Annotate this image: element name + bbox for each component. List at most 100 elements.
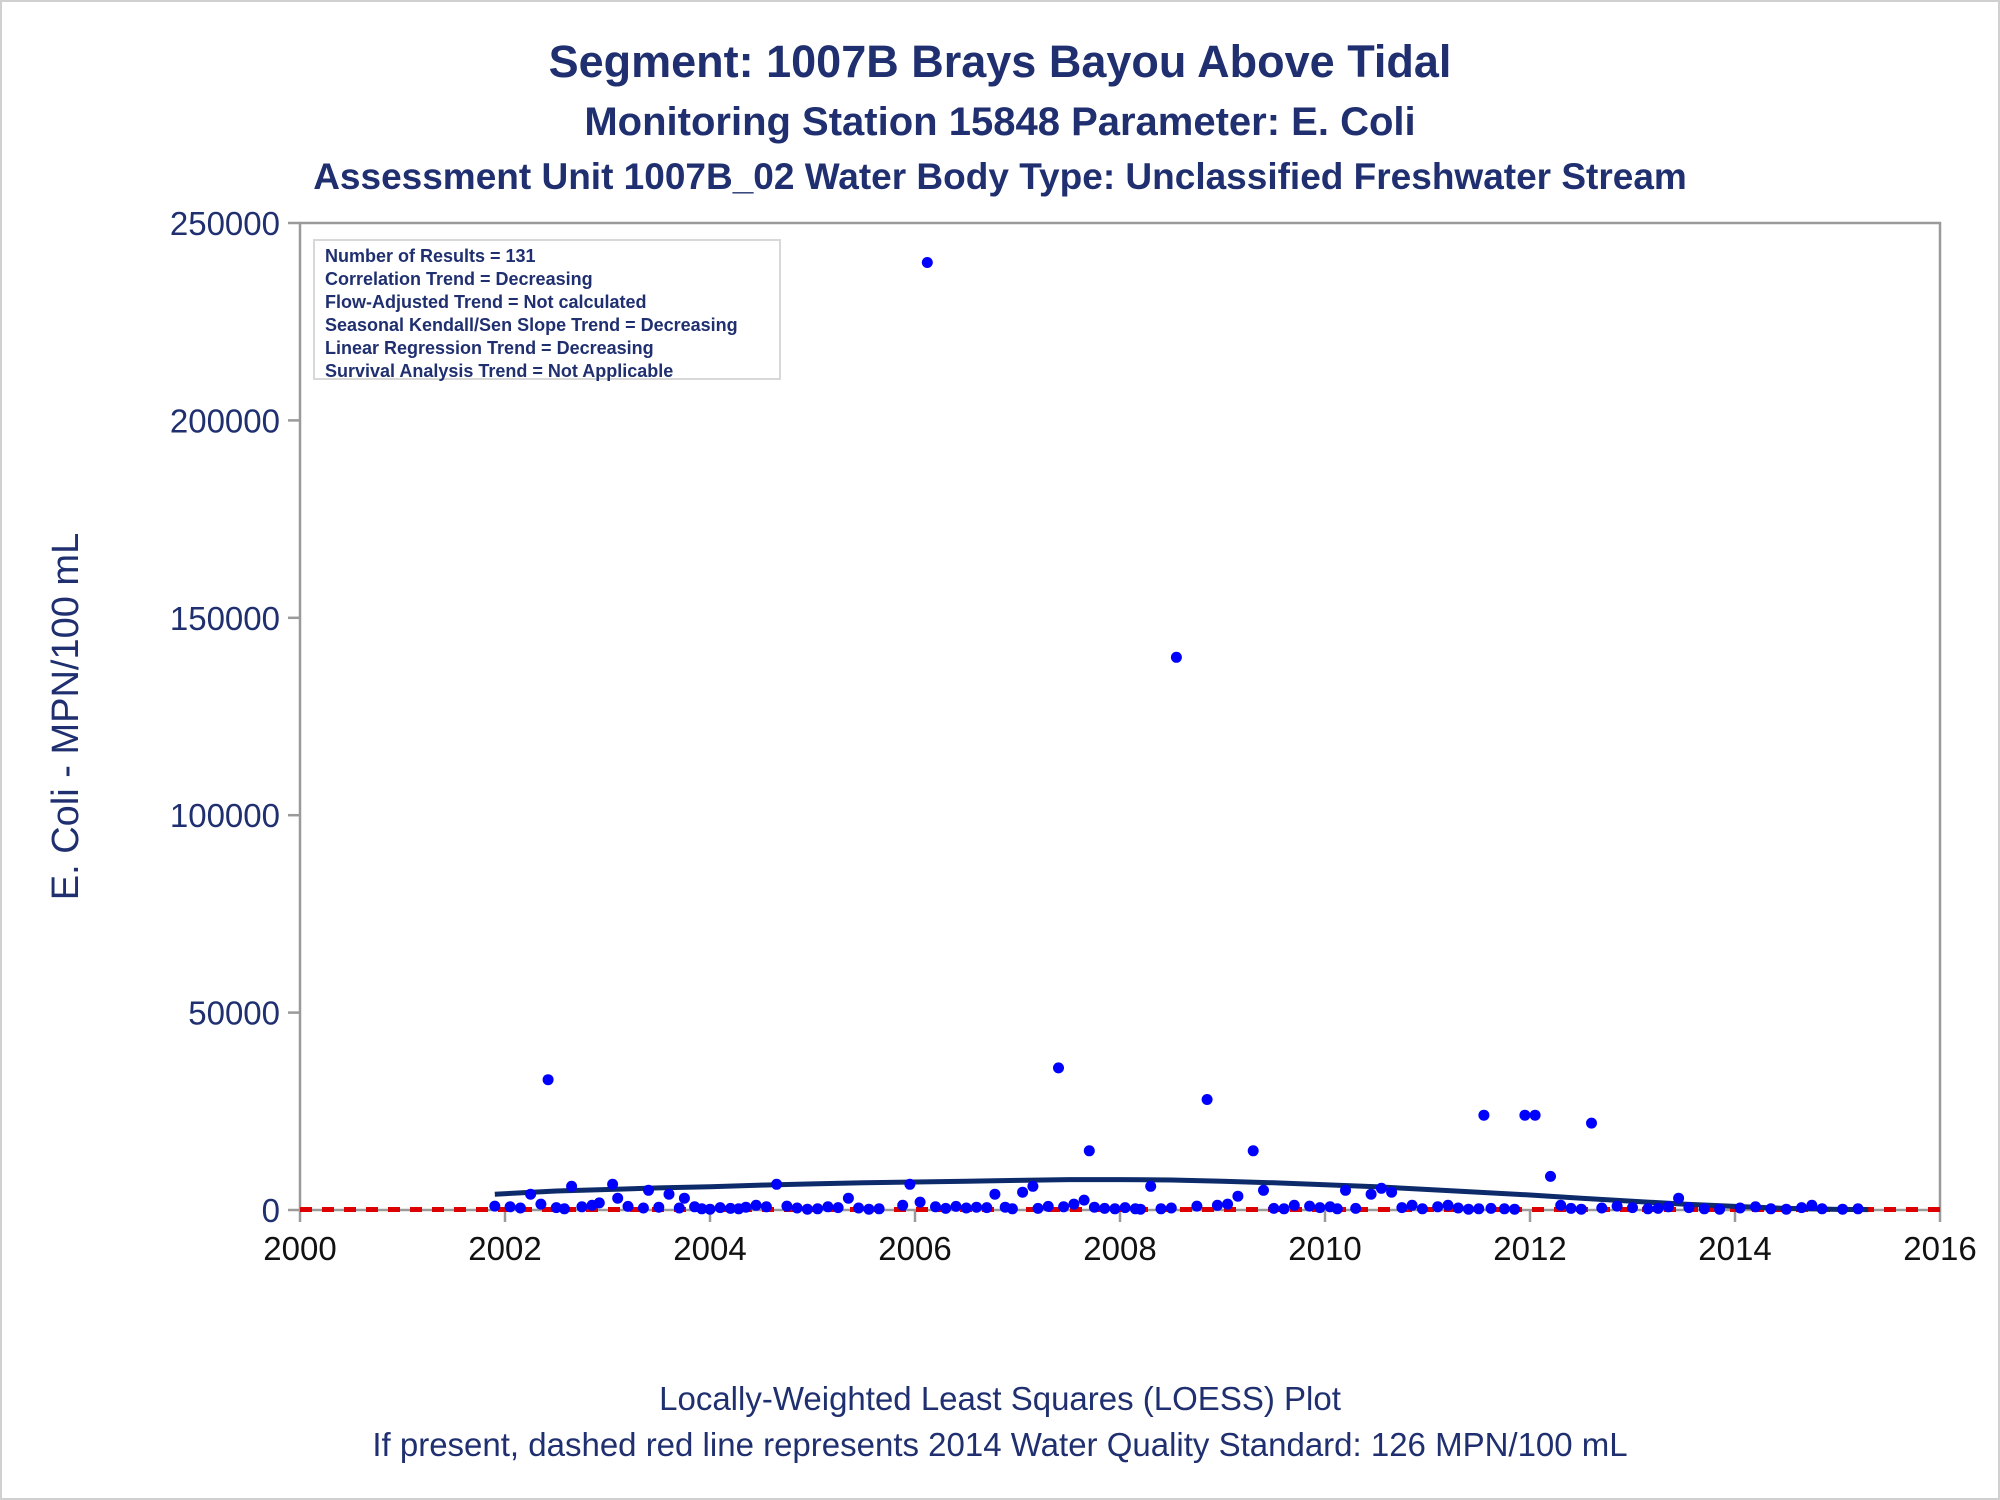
data-point <box>930 1201 941 1213</box>
data-point <box>1314 1202 1326 1214</box>
footnote-standard: If present, dashed red line represents 2… <box>372 1426 1628 1463</box>
y-tick-label: 100000 <box>170 797 280 834</box>
data-point <box>1765 1203 1777 1215</box>
data-point <box>1083 1145 1095 1157</box>
data-point <box>1627 1202 1638 1214</box>
data-point <box>1565 1202 1577 1214</box>
data-point <box>914 1196 926 1208</box>
trend-stats-box: Number of Results = 131 Correlation Tren… <box>313 239 781 381</box>
data-point <box>771 1178 783 1190</box>
chart-subtitle-2: Assessment Unit 1007B_02 Water Body Type… <box>313 156 1687 197</box>
data-point <box>1032 1202 1044 1214</box>
data-point <box>873 1203 885 1215</box>
data-point <box>1575 1203 1587 1215</box>
data-point <box>678 1192 690 1204</box>
x-tick-label: 2004 <box>673 1230 746 1267</box>
data-point <box>1165 1202 1177 1214</box>
x-tick-label: 2008 <box>1083 1230 1156 1267</box>
data-point <box>1750 1201 1761 1213</box>
data-point <box>1211 1199 1223 1211</box>
data-point <box>558 1203 570 1215</box>
data-point <box>514 1202 526 1214</box>
data-point <box>1473 1203 1485 1215</box>
data-point <box>1673 1192 1685 1204</box>
data-point <box>504 1201 516 1213</box>
stat-flow-adjusted-trend: Flow-Adjusted Trend = Not calculated <box>325 292 647 312</box>
data-point <box>904 1178 916 1190</box>
data-point <box>1642 1203 1654 1215</box>
data-point <box>489 1200 501 1212</box>
data-point <box>1191 1200 1203 1212</box>
data-point <box>1006 1203 1018 1215</box>
data-point <box>812 1203 824 1215</box>
data-point <box>1611 1200 1623 1212</box>
y-tick-label: 150000 <box>170 600 280 637</box>
data-point <box>1135 1203 1146 1215</box>
y-tick-label: 0 <box>262 1192 280 1229</box>
data-point <box>593 1197 605 1209</box>
data-point <box>1432 1201 1444 1213</box>
data-point <box>1375 1182 1387 1194</box>
data-point <box>791 1202 803 1214</box>
stat-number-of-results: Number of Results = 131 <box>325 246 536 266</box>
data-point <box>1109 1203 1121 1215</box>
data-point <box>981 1202 993 1214</box>
data-point <box>1042 1200 1054 1212</box>
data-point <box>1155 1203 1167 1215</box>
data-point <box>1555 1199 1567 1211</box>
x-tick-label: 2000 <box>263 1230 336 1267</box>
data-point <box>1545 1170 1556 1182</box>
data-point <box>1509 1203 1521 1215</box>
data-point <box>1099 1202 1111 1214</box>
data-point <box>673 1202 685 1214</box>
data-point <box>612 1192 624 1204</box>
data-point <box>1078 1194 1090 1206</box>
data-point <box>740 1201 752 1213</box>
data-point <box>1452 1202 1464 1214</box>
data-point <box>1201 1094 1213 1105</box>
data-point <box>750 1199 762 1211</box>
data-point <box>576 1201 588 1213</box>
data-point <box>801 1203 813 1215</box>
data-point <box>940 1202 952 1214</box>
data-point <box>1683 1202 1695 1214</box>
data-point <box>1816 1203 1828 1215</box>
data-point <box>1806 1199 1818 1211</box>
data-point <box>1519 1109 1531 1121</box>
data-point <box>1017 1186 1029 1198</box>
data-point <box>1837 1203 1849 1215</box>
data-point <box>1596 1202 1608 1214</box>
data-point <box>550 1202 562 1214</box>
data-point <box>1304 1200 1316 1212</box>
data-point <box>1058 1201 1070 1213</box>
data-point <box>607 1178 619 1190</box>
data-point <box>1529 1109 1541 1121</box>
stat-seasonal-kendall-trend: Seasonal Kendall/Sen Slope Trend = Decre… <box>325 315 738 335</box>
data-point <box>704 1203 716 1215</box>
loess-curve <box>494 1177 1869 1213</box>
data-point <box>1268 1202 1280 1214</box>
data-point <box>1288 1199 1300 1211</box>
data-point <box>1652 1202 1664 1214</box>
x-tick-label: 2002 <box>468 1230 541 1267</box>
data-point <box>1278 1203 1290 1215</box>
stat-survival-analysis-trend: Survival Analysis Trend = Not Applicable <box>325 361 674 381</box>
data-point <box>1780 1203 1792 1215</box>
data-point <box>525 1188 537 1200</box>
data-point <box>663 1188 675 1200</box>
stat-linear-regression-trend: Linear Regression Trend = Decreasing <box>325 338 654 358</box>
x-tick-label: 2012 <box>1493 1230 1566 1267</box>
data-point <box>760 1201 772 1213</box>
data-point <box>1662 1201 1674 1213</box>
data-point <box>725 1202 736 1214</box>
data-point <box>653 1201 665 1213</box>
data-point <box>637 1202 649 1214</box>
y-tick-label: 250000 <box>170 205 280 242</box>
data-point <box>853 1202 865 1214</box>
x-tick-label: 2016 <box>1903 1230 1976 1267</box>
data-point <box>1222 1198 1234 1210</box>
data-point <box>960 1202 972 1214</box>
data-point <box>1478 1109 1490 1121</box>
data-point <box>1232 1190 1244 1202</box>
